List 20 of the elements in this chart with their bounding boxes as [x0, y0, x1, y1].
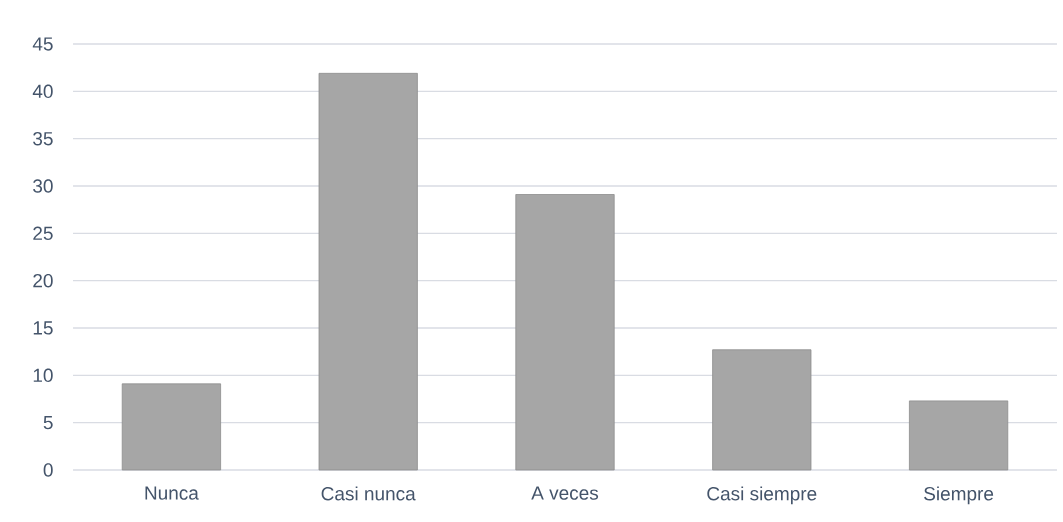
- bar: [712, 349, 812, 471]
- x-tick-label: Nunca: [145, 486, 199, 500]
- y-tick-label: 35: [33, 131, 53, 146]
- y-tick-label: 5: [43, 416, 53, 430]
- y-tick-label: 10: [33, 368, 53, 383]
- y-tick-label: 15: [33, 321, 53, 335]
- y-tick-label: 40: [32, 84, 53, 99]
- y-tick-label: 30: [33, 179, 53, 193]
- y-tick-label: 25: [33, 226, 53, 241]
- x-tick-label: Casi nunca: [321, 486, 416, 501]
- x-tick-label: A veces: [531, 486, 599, 500]
- x-tick-label: Siempre: [924, 486, 994, 505]
- bar: [121, 383, 222, 471]
- x-tick-label: Casi siempre: [707, 486, 817, 505]
- bar: [515, 194, 615, 471]
- y-tick-label: 0: [43, 463, 53, 477]
- y-tick-label: 45: [32, 37, 53, 51]
- bar: [318, 72, 418, 471]
- y-tick-label: 20: [33, 273, 53, 288]
- bar: [908, 400, 1009, 471]
